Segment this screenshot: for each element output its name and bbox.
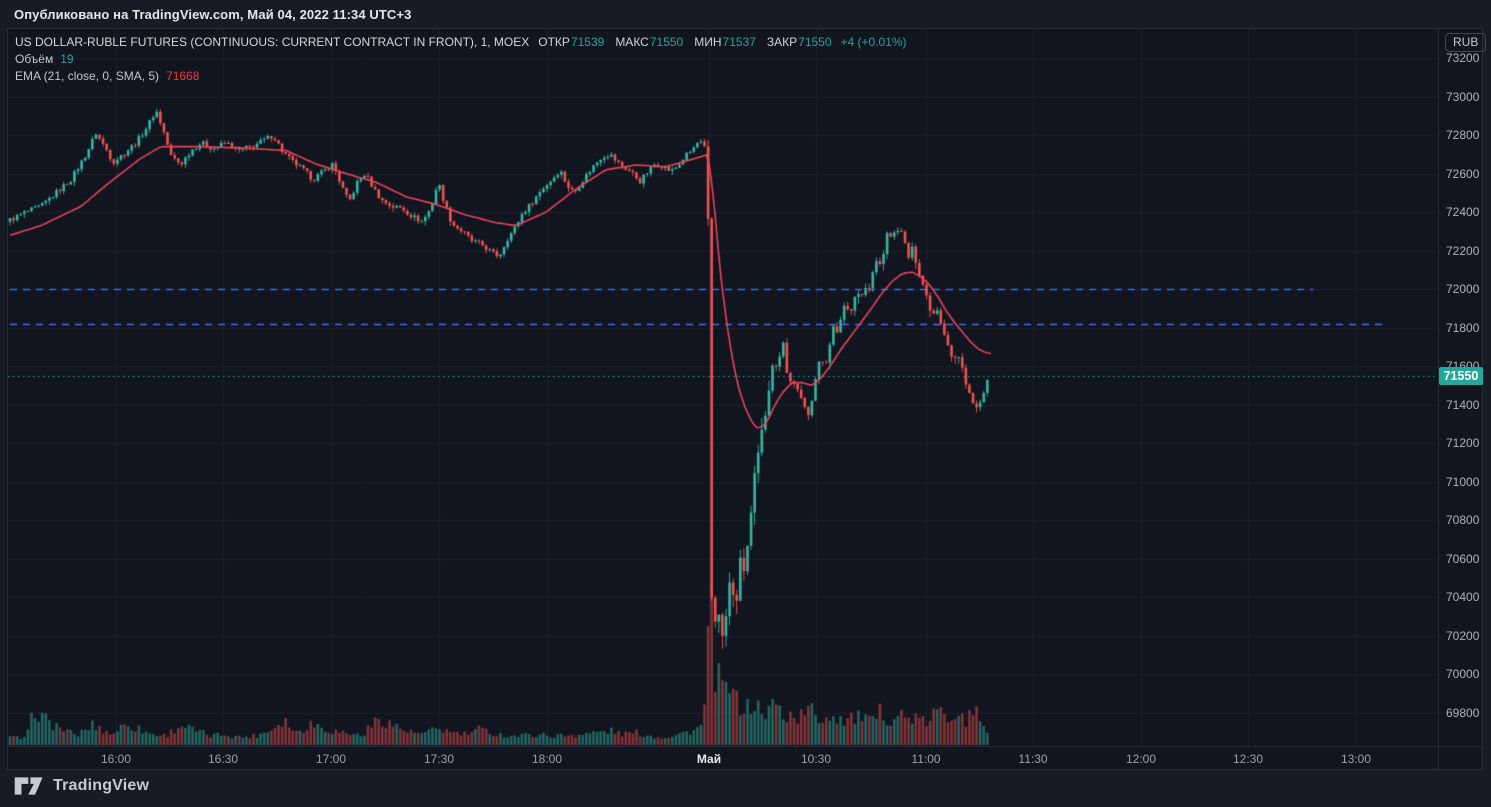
price-axis-label: 72000 xyxy=(1446,282,1480,297)
currency-unit-button[interactable]: RUB xyxy=(1445,33,1487,52)
price-axis-separator xyxy=(1438,29,1439,769)
price-chart-canvas[interactable] xyxy=(8,29,1438,746)
chart-legend: US DOLLAR-RUBLE FUTURES (CONTINUOUS: CUR… xyxy=(15,34,907,85)
price-axis-label: 70600 xyxy=(1446,551,1480,566)
price-axis-label: 72400 xyxy=(1446,205,1480,220)
close-label: ЗАКР xyxy=(766,35,798,49)
time-axis-label: 18:00 xyxy=(531,752,563,766)
price-axis-label: 72600 xyxy=(1446,166,1480,181)
price-axis-label: 72200 xyxy=(1446,243,1480,258)
time-axis-label: 11:00 xyxy=(911,752,941,766)
time-axis-label: 16:00 xyxy=(100,752,132,766)
price-axis-label: 73200 xyxy=(1446,51,1480,65)
tradingview-logo-icon[interactable] xyxy=(14,776,44,796)
publish-banner: Опубликовано на TradingView.com, Май 04,… xyxy=(0,0,1491,28)
time-axis-label: Май xyxy=(696,752,722,766)
time-axis-label: 10:30 xyxy=(800,752,832,766)
ema-indicator-value: 71668 xyxy=(166,69,200,83)
price-axis[interactable]: RUB 73200 73000 72800 72600 72400 72200 72000 7… xyxy=(1438,29,1487,769)
price-axis-label: 72800 xyxy=(1446,128,1480,143)
volume-indicator-label[interactable]: Объём xyxy=(15,52,54,66)
low-value: 71537 xyxy=(722,35,756,49)
time-axis-label: 12:30 xyxy=(1232,752,1264,766)
price-axis-label: 73000 xyxy=(1446,89,1480,104)
publish-banner-text: Опубликовано на TradingView.com, Май 04,… xyxy=(14,6,412,22)
open-value: 71539 xyxy=(570,35,605,49)
change-value: +4 (+0.01%) xyxy=(840,35,907,49)
symbol-row: US DOLLAR-RUBLE FUTURES (CONTINUOUS: CUR… xyxy=(15,34,907,51)
price-axis-label: 70000 xyxy=(1446,667,1480,682)
high-label: МАКС xyxy=(615,35,649,49)
open-label: ОТКР xyxy=(538,35,570,49)
time-axis-label: 11:30 xyxy=(1018,752,1048,766)
time-axis-label: 17:30 xyxy=(423,752,455,766)
ema-indicator-label[interactable]: EMA (21, close, 0, SMA, 5) xyxy=(15,69,160,83)
price-axis-label: 70200 xyxy=(1446,628,1480,643)
time-axis[interactable]: 16:00 16:30 17:00 17:30 18:00 Май 10:30 11:00 11… xyxy=(8,746,1482,770)
high-value: 71550 xyxy=(649,35,684,49)
footer: TradingView xyxy=(14,776,149,796)
tradingview-wordmark[interactable]: TradingView xyxy=(53,777,150,794)
price-axis-label: 69800 xyxy=(1446,706,1480,720)
time-axis-label: 17:00 xyxy=(315,752,347,766)
last-price-label: 71550 xyxy=(1439,366,1483,385)
price-axis-label: 71400 xyxy=(1446,397,1480,412)
low-label: МИН xyxy=(694,35,722,49)
symbol-title[interactable]: US DOLLAR-RUBLE FUTURES (CONTINUOUS: CUR… xyxy=(15,35,530,49)
close-value: 71550 xyxy=(798,35,832,49)
chart-container: US DOLLAR-RUBLE FUTURES (CONTINUOUS: CUR… xyxy=(7,28,1487,770)
time-axis-label: 16:30 xyxy=(207,752,239,766)
price-axis-label: 70800 xyxy=(1446,513,1480,528)
price-axis-label: 71800 xyxy=(1446,320,1480,335)
time-axis-label: 12:00 xyxy=(1125,752,1157,766)
volume-indicator-value: 19 xyxy=(60,52,74,66)
time-axis-label: 13:00 xyxy=(1340,752,1372,766)
price-axis-label: 70400 xyxy=(1446,590,1480,605)
ema-row: EMA (21, close, 0, SMA, 5) 71668 xyxy=(15,68,907,85)
volume-row: Объём 19 xyxy=(15,51,907,68)
price-axis-label: 71000 xyxy=(1446,474,1480,489)
price-axis-label: 71200 xyxy=(1446,436,1480,451)
